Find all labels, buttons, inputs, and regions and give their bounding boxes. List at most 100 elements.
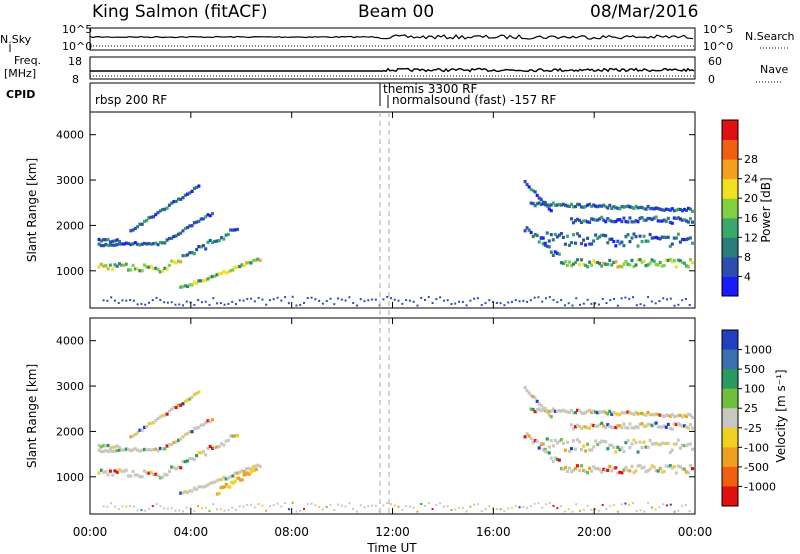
velocity-echo-cell [608,424,612,429]
power-echo-cell [108,263,112,267]
colorbar-tick-label: 8 [744,251,751,264]
power-echo-cell [559,232,563,236]
power-echo-cell [598,261,602,266]
velocity-echo-cell [195,454,199,458]
y-tick-label: 3000 [56,380,84,393]
velocity-echo-cell [224,439,228,443]
power-echo-cell [666,216,670,221]
power-echo-cell [133,241,137,245]
velocity-echo-cell [686,426,690,430]
power-echo-cell [634,219,638,223]
velocity-echo-cell [672,422,676,426]
power-echo-cell [127,241,131,246]
velocity-colorbar-label: Velocity [m s⁻¹] [774,369,788,462]
power-ground-cell [212,297,215,300]
power-echo-cell [217,272,221,276]
velocity-echo-cell [598,423,602,427]
power-ground-cell [469,299,472,302]
nsky-left-tick-bottom: 10^0 [62,40,92,53]
velocity-echo-cell [190,489,194,493]
power-echo-cell [654,235,658,239]
power-ground-cell [616,304,619,307]
velocity-echo-cell [674,422,678,427]
velocity-echo-cell [620,471,624,475]
power-echo-cell [648,206,652,211]
velocity-ground-cell [662,503,665,506]
velocity-echo-cell [235,433,239,438]
velocity-ground-cell [287,508,290,511]
power-echo-cell [117,242,121,246]
velocity-echo-cell [181,435,185,439]
velocity-echo-cell [612,445,616,450]
power-echo-cell [668,258,672,262]
power-ground-cell [163,301,166,304]
power-ground-cell [484,302,487,305]
velocity-echo-cell [620,410,624,415]
velocity-echo-cell [541,448,545,452]
velocity-echo-cell [640,446,644,450]
power-echo-cell [190,283,194,287]
velocity-echo-cell [590,410,594,414]
velocity-echo-cell [678,413,682,418]
x-axis-ticks: 00:00 04:00 08:00 12:00 16:00 20:00 00:00 [73,112,712,539]
power-ground-cell [242,299,245,302]
power-ground-cell [609,299,612,302]
velocity-echo-cell [642,440,646,444]
power-echo-cell [590,204,594,208]
velocity-echo-cell [131,448,135,452]
power-ground-cell [601,297,604,300]
velocity-ground-cell [314,504,317,507]
velocity-echo-cell [604,426,608,430]
power-ground-cell [681,299,684,302]
power-ground-cell [669,297,672,300]
power-echo-cell [176,232,180,236]
velocity-echo-cell [602,424,606,428]
velocity-echo-cell [124,447,128,451]
power-ground-cell [480,304,483,307]
power-echo-cell [628,205,632,209]
velocity-ground-cell [182,510,185,513]
power-ground-cell [257,296,260,299]
power-echo-cell [588,202,592,206]
velocity-ground-cell [575,503,578,506]
power-echo-cell [113,263,117,267]
velocity-ground-cell [416,510,419,513]
power-echo-cell [594,233,598,237]
power-echo-cell [600,215,604,219]
velocity-echo-cell [640,422,644,426]
power-echo-cell [636,258,640,262]
power-echo-cell [206,213,210,217]
power-echo-cell [229,269,233,273]
power-ground-cell [386,295,389,298]
power-ground-cell [458,300,461,303]
power-ground-cell [499,302,502,305]
power-ground-cell [658,300,661,303]
power-echo-cell [199,217,203,221]
velocity-echo-cell [680,424,684,428]
velocity-echo-cell [557,408,561,413]
velocity-echo-cell [574,467,577,471]
power-echo-cell [660,235,664,239]
velocity-echo-cell [563,466,567,470]
power-echo-cell [163,266,167,270]
velocity-echo-cell [127,474,131,478]
power-echo-cell [201,279,205,283]
velocity-echo-cell [565,440,569,444]
velocity-ground-cell [658,506,661,509]
velocity-echo-cell [666,464,670,469]
power-scatter [97,179,694,307]
power-echo-cell [688,207,692,211]
power-ground-cell [200,301,203,304]
power-echo-cell [684,264,688,268]
velocity-echo-cell [238,470,242,475]
velocity-echo-cell [106,443,110,448]
power-echo-cell [117,239,121,244]
velocity-echo-cell [253,468,257,472]
power-echo-cell [156,267,160,272]
power-echo-cell [108,240,112,244]
power-echo-cell [149,264,153,268]
power-echo-cell [190,224,194,228]
power-echo-cell [624,219,628,224]
velocity-echo-cell [586,471,590,475]
velocity-echo-cell [604,468,608,472]
